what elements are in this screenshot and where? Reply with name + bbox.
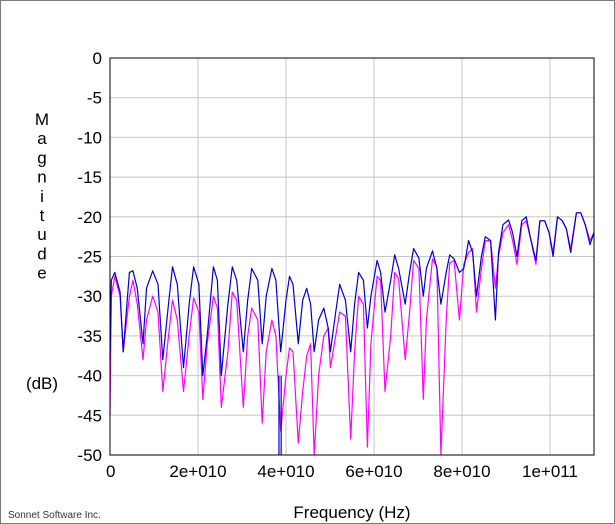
- grid-lines: [109, 57, 594, 456]
- plot-border: [109, 57, 595, 456]
- y-tick-label: -40: [77, 367, 102, 386]
- y-tick-label: -35: [77, 327, 102, 346]
- x-tick-label: 8e+010: [433, 462, 490, 481]
- credit-text: Sonnet Software Inc.: [8, 510, 101, 521]
- y-tick-label: -50: [77, 446, 102, 465]
- y-axis-title-letter: g: [37, 148, 46, 167]
- x-tick-label: 2e+010: [169, 462, 226, 481]
- y-axis-title-letter: u: [37, 225, 46, 244]
- series-line-0: [109, 212, 595, 377]
- y-axis-unit: (dB): [26, 374, 58, 393]
- y-axis-title-letter: i: [40, 187, 44, 206]
- y-tick-label: -20: [77, 208, 102, 227]
- x-tick-label: 4e+010: [257, 462, 314, 481]
- y-tick-label: -15: [77, 168, 102, 187]
- x-axis-title: Frequency (Hz): [293, 503, 410, 522]
- plot-series: [109, 212, 595, 456]
- x-tick-labels: 0 2e+010 4e+010 6e+010 8e+010 1e+011: [106, 462, 578, 481]
- y-axis-title-letter: n: [37, 168, 46, 187]
- y-tick-label: -25: [77, 248, 102, 267]
- y-axis-title-letter: M: [35, 110, 49, 129]
- series-line-1: [109, 212, 595, 456]
- y-axis-title-letter: t: [40, 206, 45, 225]
- y-tick-label: -30: [77, 287, 102, 306]
- y-axis-title-letter: a: [37, 129, 47, 148]
- y-tick-labels: 0 -5 -10 -15 -20 -25 -30 -35 -40 -45 -50: [77, 49, 102, 465]
- y-tick-label: 0: [93, 49, 102, 68]
- x-tick-label: 1e+011: [522, 462, 578, 481]
- y-axis-title-letter: d: [37, 244, 46, 263]
- x-tick-label: 6e+010: [345, 462, 402, 481]
- y-tick-label: -45: [77, 406, 102, 425]
- y-axis-title-letter: e: [37, 264, 46, 283]
- x-tick-label: 0: [106, 462, 115, 481]
- y-tick-label: -5: [87, 89, 102, 108]
- y-tick-label: -10: [77, 128, 102, 147]
